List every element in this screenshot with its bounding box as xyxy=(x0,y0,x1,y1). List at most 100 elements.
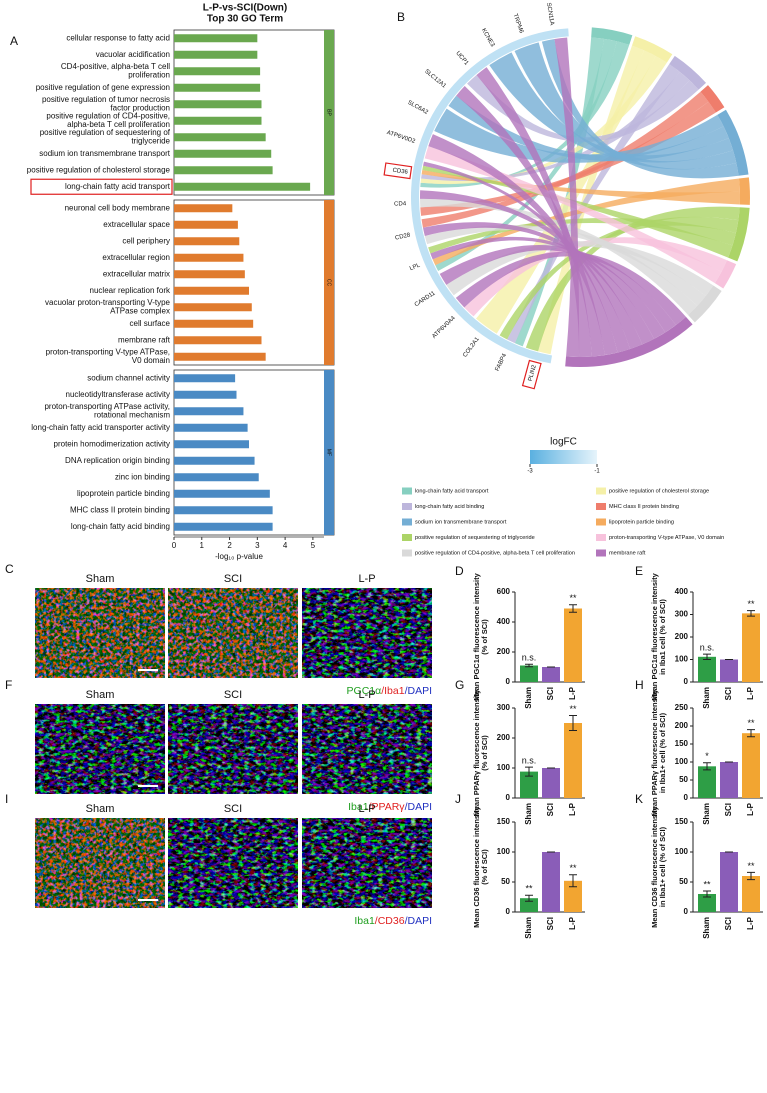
x-axis-label: -log₁₀ p-value xyxy=(215,552,263,561)
gene-label: TRPM6 xyxy=(512,13,525,35)
error-bar xyxy=(747,729,755,738)
category-label: proton-transporting V-type ATPase, V0 dom… xyxy=(46,347,170,365)
highlight-box xyxy=(383,162,413,180)
y-tick-label: 400 xyxy=(675,587,689,596)
legend-label: positive regulation of CD4-positive, alp… xyxy=(415,550,575,556)
bar xyxy=(564,723,582,798)
ribbon xyxy=(514,42,737,170)
y-tick-label: 50 xyxy=(679,775,688,784)
y-tick-label: 0 xyxy=(506,907,511,916)
significance: ** xyxy=(569,704,577,714)
bar xyxy=(174,100,262,109)
legend-label: positive regulation of sequestering of t… xyxy=(415,535,535,541)
gene-label: CD4 xyxy=(394,201,407,207)
y-tick-label: 100 xyxy=(675,847,689,856)
error-bar xyxy=(747,871,755,881)
highlight-box xyxy=(30,178,173,195)
gene-label: SLC6A2 xyxy=(406,100,429,116)
gene-label: ATP6V0A4 xyxy=(431,315,457,340)
error-bar xyxy=(569,715,577,731)
gene-label: FABP4 xyxy=(495,352,509,372)
significance: n.s. xyxy=(522,755,537,765)
stain-part: /DAPI xyxy=(405,685,432,697)
bar xyxy=(564,608,582,682)
chart-title: L-P-vs-SCI(Down) xyxy=(203,3,287,14)
gene-label: SCN11A xyxy=(545,2,555,26)
bar xyxy=(174,506,273,515)
colorbar-tick-label: -3 xyxy=(527,469,533,475)
ribbon xyxy=(448,95,729,162)
bar xyxy=(174,473,259,482)
micrograph xyxy=(302,588,432,678)
ribbon xyxy=(455,251,686,326)
category-label: cellular response to fatty acid xyxy=(66,33,170,42)
y-tick-label: 600 xyxy=(497,587,511,596)
ribbon xyxy=(464,237,727,317)
gene-label: ATP6V0D2 xyxy=(386,130,417,145)
bar xyxy=(174,34,258,43)
ribbon xyxy=(499,216,739,340)
column-label: SCI xyxy=(224,689,242,701)
stain-caption: PGC1α/Iba1/DAPI xyxy=(347,685,432,697)
bar xyxy=(174,50,258,59)
significance: n.s. xyxy=(700,642,715,652)
column-label: Sham xyxy=(86,689,115,701)
term-arc xyxy=(714,260,737,289)
panel-letter: A xyxy=(10,34,18,48)
legend-label: sodium ion transmembrane transport xyxy=(415,519,507,525)
category-label: CD4-positive, alpha-beta T cell prolifera… xyxy=(61,62,170,80)
y-tick-label: 200 xyxy=(497,647,511,656)
term-arc xyxy=(687,285,722,323)
bar xyxy=(174,456,255,465)
error-bar xyxy=(703,762,711,771)
category-label: positive regulation of cholesterol stora… xyxy=(27,165,171,174)
column-label: Sham xyxy=(86,573,115,585)
ribbon xyxy=(421,169,741,205)
bar xyxy=(742,733,760,798)
significance: ** xyxy=(747,861,755,871)
category-label: cell periphery xyxy=(122,236,170,245)
bar xyxy=(174,204,233,213)
category-label: lipoprotein particle binding xyxy=(77,489,170,498)
bar xyxy=(174,182,311,191)
gene-label: CD36 xyxy=(392,168,409,176)
error-bar xyxy=(525,766,533,777)
ribbon xyxy=(420,190,643,349)
category-label: sodium channel activity xyxy=(87,373,170,382)
stain-part: /Iba1 xyxy=(381,685,405,697)
column-label: SCI xyxy=(224,573,242,585)
gene-label: CARD11 xyxy=(414,290,437,308)
significance: ** xyxy=(569,863,577,873)
category-label: nuclear replication fork xyxy=(90,286,171,295)
bar xyxy=(174,220,238,229)
category-label: cell surface xyxy=(130,319,171,328)
y-tick-label: 0 xyxy=(506,793,511,802)
legend-swatch xyxy=(402,503,412,510)
category-label: L-P xyxy=(746,686,755,700)
legend-swatch xyxy=(402,518,412,526)
y-axis-label: Mean CD36 fluorescence intensity(% of SC… xyxy=(472,805,489,928)
bar xyxy=(520,898,538,912)
legend-label: membrane raft xyxy=(609,550,646,556)
legend-label: proton-transporting V-type ATPase, V0 do… xyxy=(609,535,724,541)
term-arc xyxy=(631,36,673,63)
category-label: Sham xyxy=(702,917,711,939)
panel-letter: G xyxy=(455,678,464,692)
category-label: L-P xyxy=(568,686,577,700)
category-label: vacuolar acidification xyxy=(96,50,170,59)
x-tick-label: 3 xyxy=(255,541,260,550)
y-tick-label: 0 xyxy=(684,677,689,686)
category-label: Sham xyxy=(702,803,711,825)
bar xyxy=(720,659,738,682)
bar xyxy=(174,440,249,449)
legend-label: MHC class II protein binding xyxy=(609,504,679,510)
term-arc xyxy=(717,109,749,176)
category-label: proton-transporting ATPase activity, rota… xyxy=(44,402,170,420)
ribbon xyxy=(424,146,722,284)
y-axis-label: Mean PGC1α fluorescence intensity(% of S… xyxy=(472,572,489,700)
error-bar xyxy=(703,890,711,898)
y-tick-label: 150 xyxy=(497,817,511,826)
category-label: L-P xyxy=(568,916,577,930)
panel-letter: I xyxy=(5,792,8,806)
